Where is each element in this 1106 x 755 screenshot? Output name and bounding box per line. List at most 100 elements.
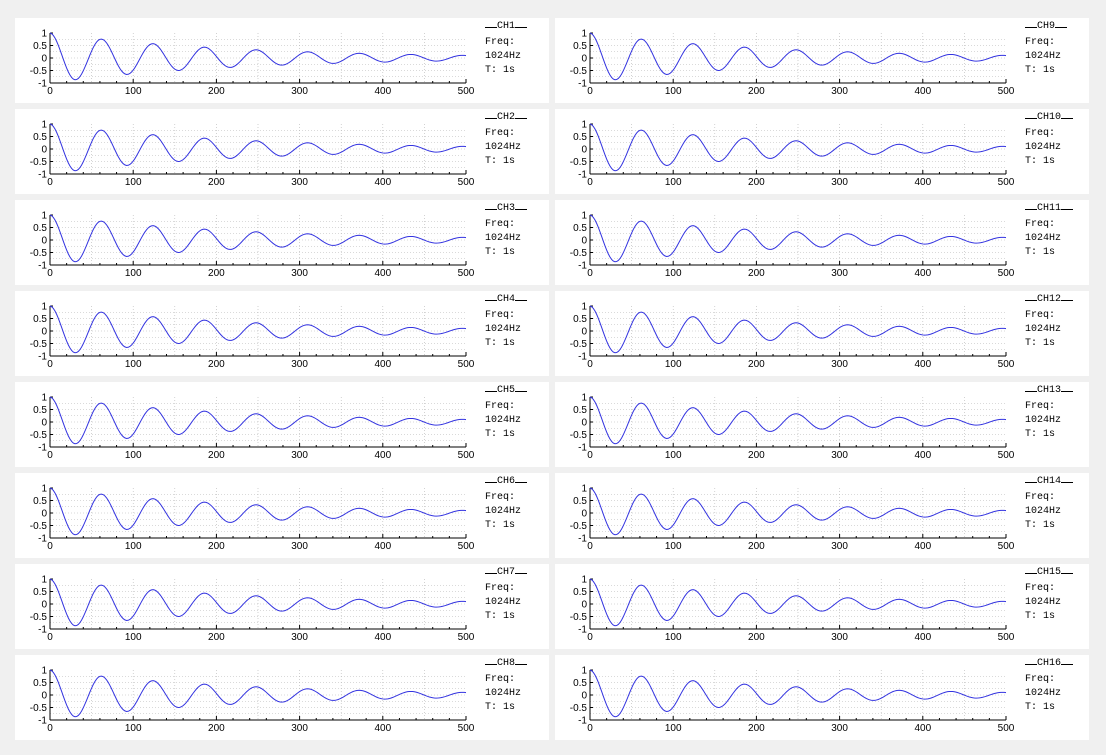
legend-freq-value: 1024Hz xyxy=(485,596,522,608)
channel-panel-ch4: 0 100 200 300 400 500 1 0.5 0 -0.5 -1 CH4 Freq: 1024H… xyxy=(15,291,549,376)
y-tick-label: -1 xyxy=(38,352,47,363)
x-tick-label: 300 xyxy=(831,723,848,734)
y-tick-label: -1 xyxy=(578,443,587,454)
y-tick-label: 0 xyxy=(41,600,47,611)
channel-panel-ch8: 0 100 200 300 400 500 1 0.5 0 -0.5 -1 CH8 Freq: 1024H… xyxy=(15,655,549,740)
x-tick-label: 300 xyxy=(831,541,848,552)
legend-freq-label: Freq: xyxy=(485,673,516,685)
y-tick-label: 1 xyxy=(581,211,587,222)
x-tick-label: 400 xyxy=(914,177,931,188)
legend-freq-value: 1024Hz xyxy=(1025,141,1062,153)
legend-freq-label: Freq: xyxy=(485,491,516,503)
channel-legend: CH14 Freq: 1024Hz T: 1s xyxy=(1025,475,1085,533)
legend-freq-label: Freq: xyxy=(1025,400,1056,412)
y-tick-label: -0.5 xyxy=(30,157,48,168)
y-tick-label: 0.5 xyxy=(573,405,587,416)
x-tick-label: 500 xyxy=(998,86,1015,97)
legend-line xyxy=(1025,26,1037,28)
x-tick-label: 400 xyxy=(914,268,931,279)
x-tick-label: 200 xyxy=(208,177,225,188)
x-tick-label: 500 xyxy=(998,268,1015,279)
series-line-ch14 xyxy=(589,487,1007,536)
y-tick-label: -0.5 xyxy=(570,248,588,259)
x-tick-label: 300 xyxy=(291,450,308,461)
legend-line xyxy=(1061,572,1074,574)
y-tick-label: -0.5 xyxy=(30,612,48,623)
y-tick-label: 0 xyxy=(581,54,587,65)
x-tick-label: 200 xyxy=(748,541,765,552)
legend-channel-row: CH13 xyxy=(1025,384,1085,400)
channel-panel-ch1: 0 100 200 300 400 500 1 0.5 0 -0.5 -1 CH1 Freq: 1024H… xyxy=(15,18,549,103)
channel-panel-ch16: 0 100 200 300 400 500 1 0.5 0 -0.5 -1 CH16 Freq: 1024… xyxy=(555,655,1089,740)
x-tick-label: 300 xyxy=(831,268,848,279)
y-tick-label: -1 xyxy=(38,534,47,545)
y-tick-label: -1 xyxy=(38,170,47,181)
y-tick-label: 1 xyxy=(581,302,587,313)
x-tick-label: 300 xyxy=(291,632,308,643)
x-tick-label: 100 xyxy=(125,632,142,643)
x-tick-label: 300 xyxy=(831,86,848,97)
legend-freq-value: 1024Hz xyxy=(485,414,522,426)
series-line-ch7 xyxy=(49,578,467,627)
y-tick-label: -0.5 xyxy=(30,339,48,350)
x-tick-label: 200 xyxy=(748,632,765,643)
legend-freq-label: Freq: xyxy=(485,582,516,594)
legend-freq-value: 1024Hz xyxy=(1025,596,1062,608)
series-line-ch8 xyxy=(49,669,467,718)
x-tick-label: 200 xyxy=(208,632,225,643)
y-tick-label: 0.5 xyxy=(573,223,587,234)
y-tick-label: 0 xyxy=(41,691,47,702)
y-tick-label: -1 xyxy=(38,716,47,727)
legend-channel-row: CH12 xyxy=(1025,293,1085,309)
legend-line xyxy=(1025,481,1037,483)
y-tick-label: 0 xyxy=(41,418,47,429)
y-tick-label: 0 xyxy=(41,327,47,338)
legend-channel-name: CH16 xyxy=(1037,658,1062,669)
channel-panel-ch9: 0 100 200 300 400 500 1 0.5 0 -0.5 -1 CH9 Freq: 1024H… xyxy=(555,18,1089,103)
y-tick-label: 0.5 xyxy=(573,678,587,689)
y-tick-label: -1 xyxy=(578,79,587,90)
legend-channel-name: CH10 xyxy=(1037,112,1062,123)
legend-duration: T: 1s xyxy=(485,64,516,76)
legend-line xyxy=(485,208,497,210)
x-tick-label: 0 xyxy=(47,359,53,370)
channel-legend: CH10 Freq: 1024Hz T: 1s xyxy=(1025,111,1085,169)
x-tick-label: 300 xyxy=(831,359,848,370)
y-tick-label: 1 xyxy=(41,393,47,404)
x-tick-label: 0 xyxy=(587,268,593,279)
legend-line xyxy=(485,117,497,119)
y-tick-label: 0 xyxy=(41,509,47,520)
x-tick-label: 500 xyxy=(458,450,475,461)
y-tick-label: 1 xyxy=(41,575,47,586)
legend-channel-row: CH14 xyxy=(1025,475,1085,491)
legend-duration: T: 1s xyxy=(1025,610,1056,622)
legend-channel-row: CH9 xyxy=(1025,20,1085,36)
y-tick-label: 1 xyxy=(581,666,587,677)
legend-duration: T: 1s xyxy=(485,701,516,713)
channel-panel-ch7: 0 100 200 300 400 500 1 0.5 0 -0.5 -1 CH7 Freq: 1024H… xyxy=(15,564,549,649)
x-tick-label: 500 xyxy=(458,268,475,279)
y-tick-label: -0.5 xyxy=(30,66,48,77)
legend-line xyxy=(485,299,497,301)
x-tick-label: 100 xyxy=(665,723,682,734)
y-tick-label: 0.5 xyxy=(33,405,47,416)
x-tick-label: 400 xyxy=(374,359,391,370)
channel-panel-ch2: 0 100 200 300 400 500 1 0.5 0 -0.5 -1 CH2 Freq: 1024H… xyxy=(15,109,549,194)
legend-line xyxy=(1061,481,1074,483)
x-tick-label: 200 xyxy=(208,723,225,734)
legend-channel-name: CH6 xyxy=(497,476,516,487)
legend-line xyxy=(515,299,528,301)
legend-freq-value: 1024Hz xyxy=(485,687,522,699)
channel-legend: CH7 Freq: 1024Hz T: 1s xyxy=(485,566,545,624)
y-tick-label: 0.5 xyxy=(33,496,47,507)
legend-channel-row: CH1 xyxy=(485,20,545,36)
channel-legend: CH1 Freq: 1024Hz T: 1s xyxy=(485,20,545,78)
channel-panel-ch5: 0 100 200 300 400 500 1 0.5 0 -0.5 -1 CH5 Freq: 1024H… xyxy=(15,382,549,467)
x-tick-label: 200 xyxy=(748,86,765,97)
y-tick-label: -0.5 xyxy=(30,521,48,532)
legend-line xyxy=(1025,390,1037,392)
